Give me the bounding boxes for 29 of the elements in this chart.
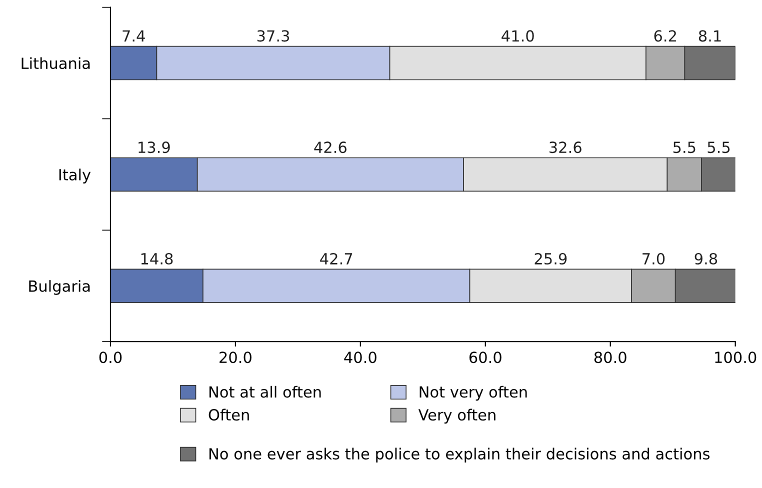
legend-label: Not very often xyxy=(420,386,527,401)
y-tick-label: Lithuania xyxy=(22,57,90,70)
x-tick-label: 60.0 xyxy=(469,352,502,364)
data-label: 32.6 xyxy=(550,142,582,154)
data-label: 9.8 xyxy=(694,252,718,265)
data-label: 42.7 xyxy=(320,252,352,264)
x-tick-label: 0.0 xyxy=(99,352,122,364)
x-tick-label: 40.0 xyxy=(344,352,376,364)
data-label: 5.5 xyxy=(708,142,730,154)
legend-label: Not at all often xyxy=(209,386,321,398)
y-tick-label: Italy xyxy=(59,168,91,184)
x-tick-label: 20.0 xyxy=(220,352,252,364)
data-label: 14.8 xyxy=(141,252,173,265)
legend-label: No one ever asks the police to explain their decisions and actions xyxy=(209,448,710,463)
data-label: 5.5 xyxy=(673,142,696,154)
x-tick-label: 100.0 xyxy=(715,352,756,364)
data-label: 7.4 xyxy=(122,30,145,42)
legend-label: Often xyxy=(208,408,249,421)
data-label: 42.6 xyxy=(314,142,346,154)
data-label: 13.9 xyxy=(138,142,170,154)
data-label: 6.2 xyxy=(654,30,676,42)
x-tick-label: 80.0 xyxy=(594,352,626,364)
data-label: 7.0 xyxy=(642,252,665,265)
data-label: 41.0 xyxy=(502,30,534,42)
data-label: 37.3 xyxy=(257,30,290,42)
data-label: 8.1 xyxy=(698,30,721,42)
legend-label: Very often xyxy=(418,408,496,424)
data-label: 25.9 xyxy=(534,252,567,265)
y-tick-label: Bulgaria xyxy=(29,280,90,295)
